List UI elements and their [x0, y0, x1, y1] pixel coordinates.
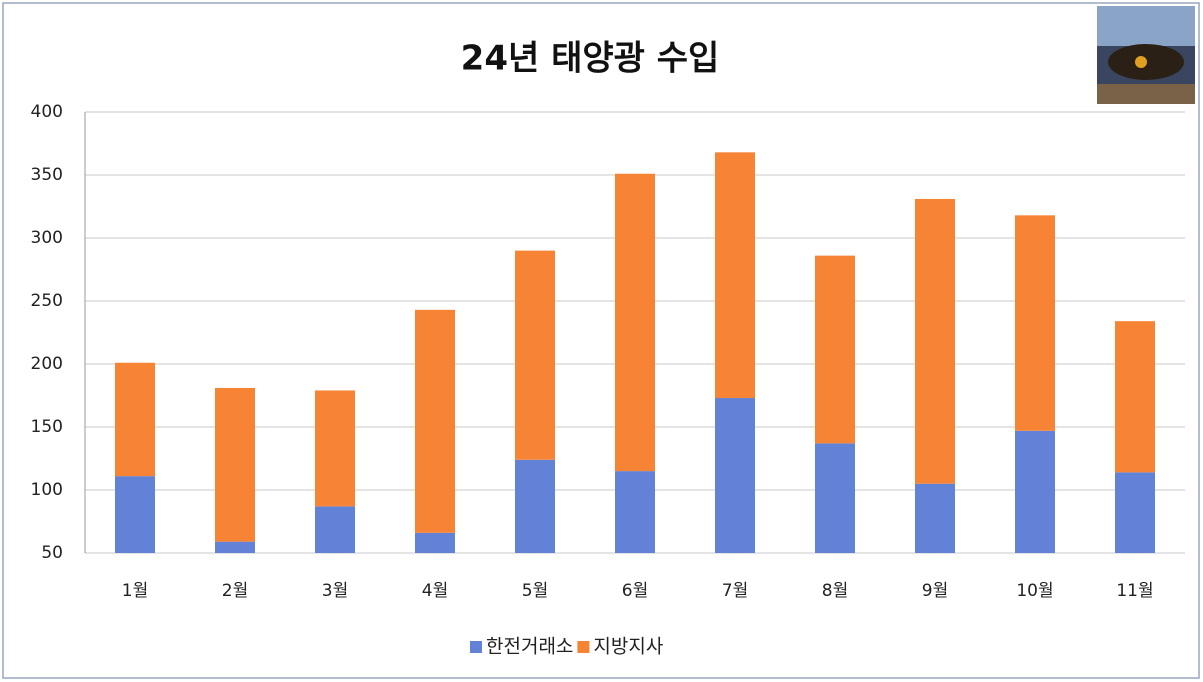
legend-swatch	[470, 641, 482, 653]
x-tick-label: 1월	[122, 581, 148, 601]
x-tick-label: 5월	[522, 581, 548, 601]
x-tick-label: 3월	[322, 581, 348, 601]
bar-segment	[315, 390, 355, 507]
x-tick-label: 6월	[622, 581, 648, 601]
y-tick-label: 300	[31, 228, 63, 248]
x-tick-label: 10월	[1016, 581, 1053, 601]
bar-segment	[1115, 321, 1155, 473]
bar-segment	[515, 250, 555, 460]
x-tick-label: 8월	[822, 581, 848, 601]
legend-swatch	[577, 641, 590, 653]
corner-image	[1097, 6, 1195, 104]
bar-segment	[1115, 472, 1155, 553]
bar-segment	[815, 443, 855, 553]
x-tick-label: 2월	[222, 581, 248, 601]
bar-segment	[1015, 430, 1055, 553]
x-tick-label: 7월	[722, 581, 748, 601]
legend-label: 지방지사	[593, 636, 663, 658]
bar-segment	[915, 483, 955, 553]
bar-segment	[315, 506, 355, 553]
bar-segment	[515, 459, 555, 553]
y-tick-label: 50	[41, 543, 63, 563]
legend-label: 한전거래소	[486, 636, 573, 658]
bar-segment	[215, 541, 255, 553]
y-tick-label: 200	[31, 354, 63, 374]
x-tick-label: 9월	[922, 581, 948, 601]
chart-title: 24년 태양광 수입	[461, 39, 720, 79]
bar-segment	[815, 255, 855, 444]
x-tick-label: 4월	[422, 581, 448, 601]
y-tick-label: 250	[31, 291, 63, 311]
x-tick-label: 11월	[1116, 581, 1153, 601]
bar-segment	[1015, 215, 1055, 431]
y-tick-label: 150	[31, 417, 63, 437]
bar-segment	[615, 173, 655, 472]
bar-segment	[115, 476, 155, 553]
bar-segment	[715, 152, 755, 399]
bar-segment	[415, 309, 455, 533]
bar-segment	[715, 398, 755, 553]
y-tick-label: 400	[31, 102, 63, 122]
bar-segment	[115, 362, 155, 477]
y-tick-label: 100	[31, 480, 63, 500]
bar-segment	[215, 387, 255, 542]
bar-segment	[915, 198, 955, 484]
y-tick-label: 350	[31, 165, 63, 185]
bar-segment	[615, 471, 655, 553]
bar-segment	[415, 532, 455, 553]
